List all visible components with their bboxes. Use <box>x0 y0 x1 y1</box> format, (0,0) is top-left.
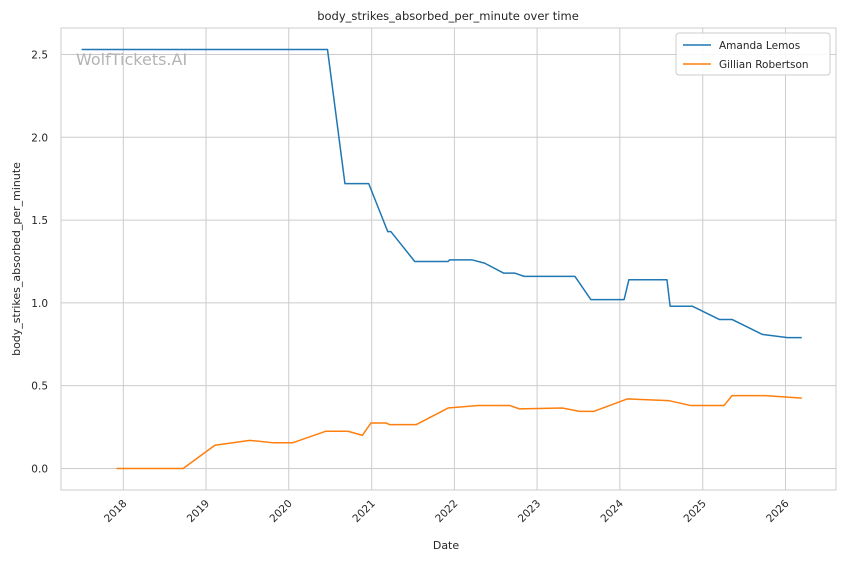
plot-area <box>60 27 837 491</box>
series-line-1 <box>81 48 802 339</box>
x-tick-label: 2024 <box>599 497 627 525</box>
legend-label: Amanda Lemos <box>719 40 800 52</box>
x-tick-label: 2022 <box>433 498 460 525</box>
x-axis-label: Date <box>433 539 460 552</box>
y-tick-label: 1.5 <box>31 215 48 227</box>
y-tick-labels: 0.0 0.5 1.0 1.5 2.0 2.5 <box>31 49 48 475</box>
x-tick-label: 2025 <box>681 498 708 525</box>
series-lines <box>81 48 802 470</box>
watermark: WolfTickets.AI <box>76 50 187 69</box>
x-gridlines <box>122 28 786 490</box>
legend-label: Gillian Robertson <box>719 59 809 71</box>
x-tick-label: 2026 <box>764 497 792 525</box>
legend-box <box>675 32 831 76</box>
x-tick-label: 2019 <box>185 498 212 525</box>
x-tick-labels: 2018 2019 2020 2021 2022 2023 2024 2025 2026 <box>102 497 792 525</box>
x-tick-label: 2023 <box>516 498 543 525</box>
y-tick-label: 0.0 <box>31 463 48 475</box>
y-tick-label: 2.0 <box>31 132 48 144</box>
y-tick-label: 0.5 <box>31 381 48 393</box>
chart-title: body_strikes_absorbed_per_minute over ti… <box>317 9 579 23</box>
y-axis-label: body_strikes_absorbed_per_minute <box>10 162 23 356</box>
y-tick-label: 1.0 <box>31 298 48 310</box>
legend: Amanda Lemos Gillian Robertson <box>675 32 831 76</box>
y-tick-label: 2.5 <box>31 49 48 61</box>
series-line-2 <box>116 394 802 470</box>
x-tick-label: 2021 <box>350 498 377 525</box>
x-tick-label: 2018 <box>102 498 129 525</box>
x-tick-label: 2020 <box>267 498 294 525</box>
